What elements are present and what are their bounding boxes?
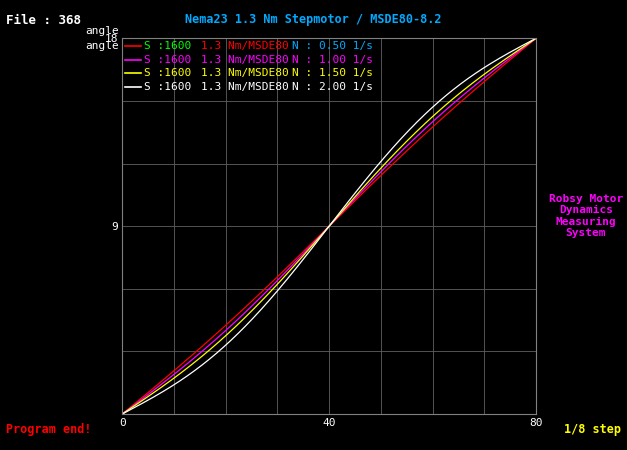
Text: 1.3 Nm/MSDE80: 1.3 Nm/MSDE80 [201, 82, 288, 92]
Text: angle: angle [85, 26, 119, 36]
Text: 1/8 step: 1/8 step [564, 423, 621, 436]
Text: N : 0.50 1/s: N : 0.50 1/s [292, 41, 372, 51]
Text: angle: angle [85, 41, 119, 51]
Text: N : 1.50 1/s: N : 1.50 1/s [292, 68, 372, 78]
Text: Nema23 1.3 Nm Stepmotor / MSDE80-8.2: Nema23 1.3 Nm Stepmotor / MSDE80-8.2 [185, 14, 442, 27]
Text: 1.3 Nm/MSDE80: 1.3 Nm/MSDE80 [201, 68, 288, 78]
Text: File : 368: File : 368 [6, 14, 82, 27]
Text: 1.3 Nm/MSDE80: 1.3 Nm/MSDE80 [201, 41, 288, 51]
Text: S :1600: S :1600 [144, 82, 191, 92]
Text: Robsy Motor
Dynamics
Measuring
System: Robsy Motor Dynamics Measuring System [549, 194, 623, 238]
Text: S :1600: S :1600 [144, 41, 191, 51]
Text: S :1600: S :1600 [144, 55, 191, 65]
Text: N : 2.00 1/s: N : 2.00 1/s [292, 82, 372, 92]
Text: N : 1.00 1/s: N : 1.00 1/s [292, 55, 372, 65]
Text: 1.3 Nm/MSDE80: 1.3 Nm/MSDE80 [201, 55, 288, 65]
Text: S :1600: S :1600 [144, 68, 191, 78]
Text: Program end!: Program end! [6, 423, 92, 436]
